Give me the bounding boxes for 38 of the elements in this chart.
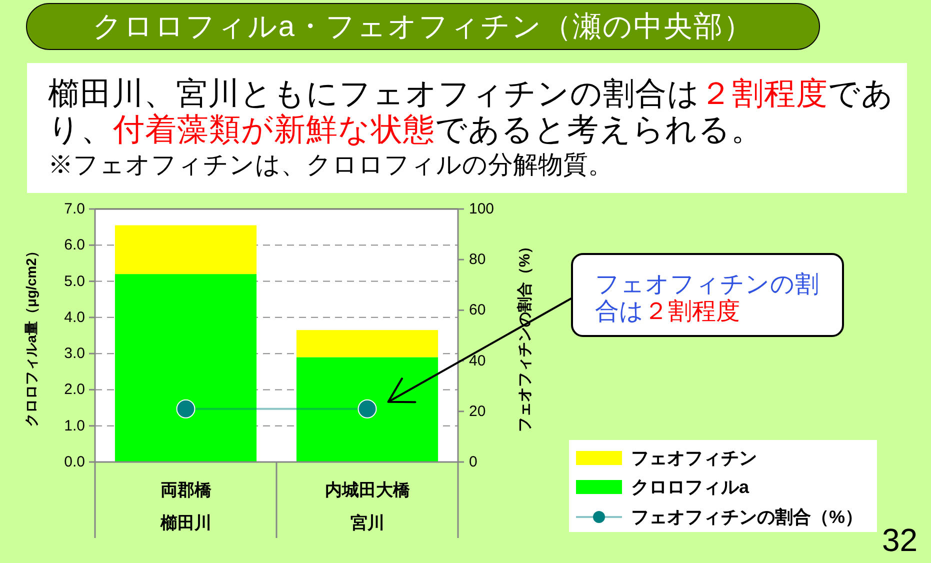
y-tick-label: 5.0 <box>64 272 85 290</box>
y-tick-label: 1.0 <box>64 417 85 434</box>
y2-tick-label: 100 <box>469 200 494 218</box>
y2-tick-label: 20 <box>469 402 486 420</box>
text: ※フェオフィチンは、クロロフィルの分解物質。 <box>48 151 613 179</box>
text: 付着藻類が新鮮な状態 <box>113 111 435 147</box>
text: ２割程度 <box>700 75 828 111</box>
text: であ <box>828 75 894 111</box>
y-tick-label: 2.0 <box>64 381 85 398</box>
chart-title: クロロフィルa・フェオフィチン（瀬の中央部） <box>92 10 754 44</box>
bar <box>296 357 438 462</box>
y-tick-label: 7.0 <box>64 200 85 218</box>
y-tick-label: 6.0 <box>64 236 85 254</box>
y2-tick-label: 0 <box>469 454 478 470</box>
y2-tick-label: 60 <box>469 302 486 319</box>
text: フェオフィチンの割 <box>595 271 819 298</box>
text: 櫛田川 <box>159 514 212 532</box>
legend-label: フェオフィチンの割合（%） <box>631 506 864 529</box>
y2-tick-label: 80 <box>469 251 486 268</box>
bar <box>296 330 438 358</box>
bar <box>114 274 257 462</box>
text: 32 <box>882 522 918 558</box>
text: 櫛田川、宮川ともにフェオフィチンの割合は <box>48 75 700 111</box>
text: ２割程度 <box>644 298 740 325</box>
text: であると考えられる。 <box>435 111 763 147</box>
x-tick-label: 内城田大橋 <box>324 480 411 500</box>
bar <box>114 225 257 274</box>
text: 宮川 <box>350 514 384 532</box>
y2-tick-label: 40 <box>469 352 486 370</box>
text: り、 <box>48 111 113 147</box>
y-tick-label: 4.0 <box>64 308 85 326</box>
y-tick-label: 0.0 <box>64 454 85 470</box>
x-tick-label: 両郡橋 <box>160 480 212 500</box>
legend-label: クロロフィルa <box>631 476 750 500</box>
y-axis-title: クロロフィルa量（μg/cm2） <box>23 244 39 427</box>
legend-label: フェオフィチン <box>631 446 757 470</box>
y-tick-label: 3.0 <box>64 345 85 362</box>
text: 合は <box>595 298 644 325</box>
